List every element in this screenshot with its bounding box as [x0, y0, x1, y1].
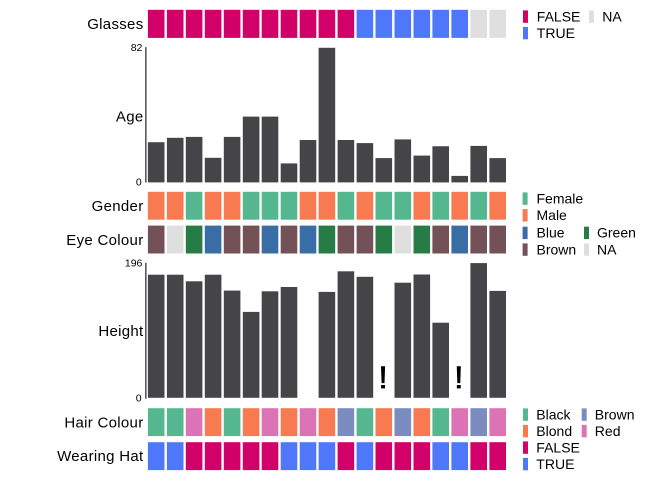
- svg-text:Male: Male: [537, 207, 568, 223]
- svg-text:Wearing Hat: Wearing Hat: [57, 448, 144, 465]
- svg-text:Glasses: Glasses: [87, 16, 143, 33]
- svg-text:Blue: Blue: [537, 225, 565, 241]
- svg-text:FALSE: FALSE: [536, 439, 580, 455]
- svg-text:Eye Colour: Eye Colour: [66, 232, 143, 249]
- svg-text:Hair Colour: Hair Colour: [64, 414, 143, 431]
- svg-text:TRUE: TRUE: [537, 25, 575, 41]
- svg-text:TRUE: TRUE: [536, 456, 574, 472]
- svg-text:Gender: Gender: [92, 198, 144, 215]
- svg-text:Height: Height: [98, 323, 144, 340]
- svg-text:196: 196: [125, 258, 143, 270]
- svg-text:NA: NA: [597, 241, 617, 257]
- svg-text:Green: Green: [597, 225, 636, 241]
- svg-text:NA: NA: [602, 8, 622, 24]
- svg-text:Age: Age: [116, 108, 144, 125]
- svg-text:Brown: Brown: [595, 406, 635, 422]
- svg-text:0: 0: [136, 393, 142, 405]
- svg-text:Red: Red: [595, 423, 621, 439]
- svg-text:Black: Black: [536, 406, 571, 422]
- svg-text:Female: Female: [537, 190, 584, 206]
- svg-text:Blond: Blond: [536, 423, 572, 439]
- svg-text:0: 0: [136, 177, 142, 189]
- svg-text:FALSE: FALSE: [537, 8, 581, 24]
- svg-text:Brown: Brown: [537, 241, 577, 257]
- svg-text:82: 82: [131, 42, 143, 54]
